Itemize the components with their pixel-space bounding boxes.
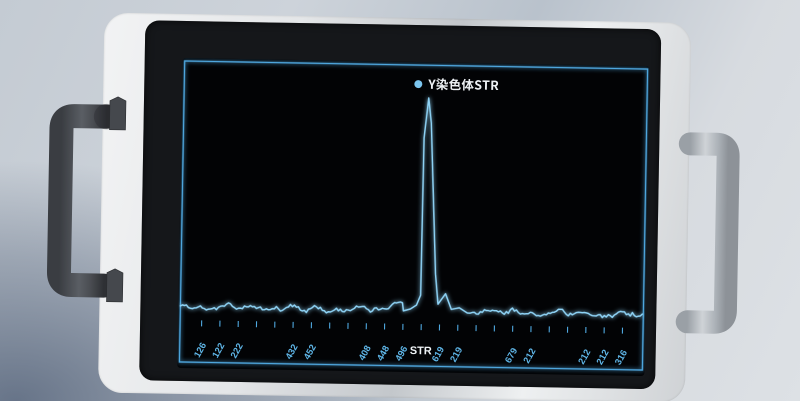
svg-text:122: 122: [210, 341, 226, 359]
svg-text:448: 448: [375, 344, 391, 362]
svg-text:219: 219: [448, 345, 464, 363]
svg-text:316: 316: [613, 348, 629, 366]
svg-text:452: 452: [302, 343, 318, 361]
svg-text:212: 212: [576, 348, 592, 366]
svg-text:408: 408: [357, 344, 373, 362]
svg-text:126: 126: [192, 341, 208, 359]
svg-text:496: 496: [393, 344, 409, 362]
svg-text:Y染色体STR: Y染色体STR: [427, 74, 499, 94]
svg-text:STR: STR: [410, 345, 432, 357]
svg-text:222: 222: [229, 341, 245, 359]
svg-text:679: 679: [503, 346, 519, 364]
svg-text:619: 619: [430, 345, 446, 363]
svg-text:212: 212: [521, 347, 537, 365]
svg-text:432: 432: [283, 342, 299, 360]
svg-text:212: 212: [595, 348, 611, 366]
